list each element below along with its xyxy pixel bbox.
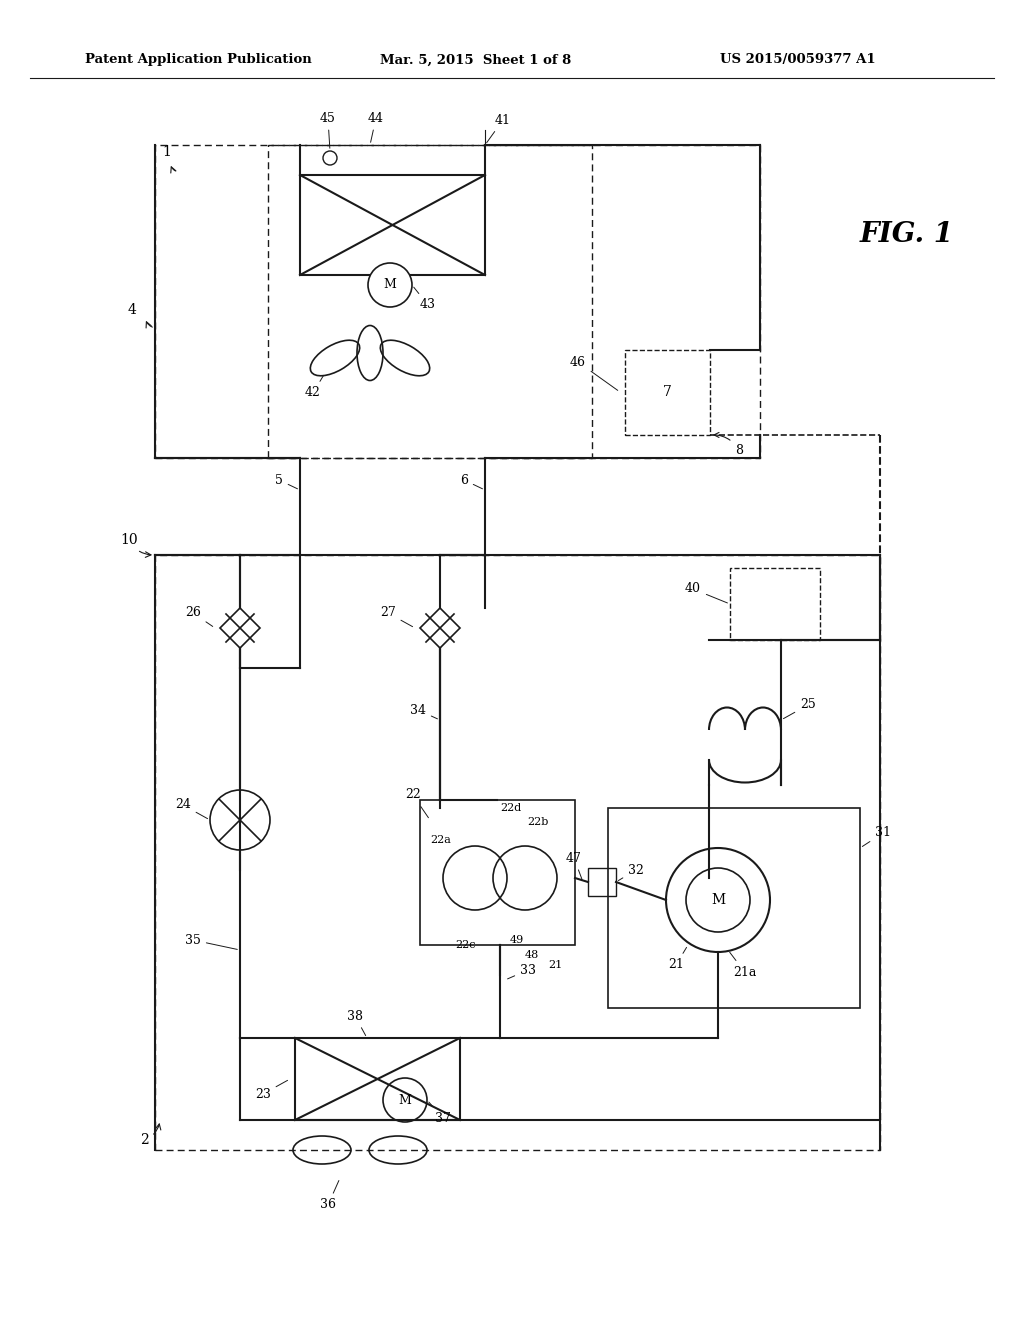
Text: 22c: 22c bbox=[455, 940, 475, 950]
Bar bbox=[608, 808, 860, 1008]
Text: 47: 47 bbox=[566, 851, 582, 879]
Text: 23: 23 bbox=[255, 1080, 288, 1101]
Circle shape bbox=[210, 789, 270, 850]
Text: 7: 7 bbox=[663, 385, 672, 399]
Text: 21: 21 bbox=[668, 948, 686, 972]
Text: 21: 21 bbox=[548, 960, 562, 970]
Text: 25: 25 bbox=[783, 698, 816, 718]
Circle shape bbox=[666, 847, 770, 952]
Text: M: M bbox=[384, 279, 396, 292]
Text: 22: 22 bbox=[406, 788, 428, 817]
Bar bbox=[268, 145, 592, 458]
Text: 49: 49 bbox=[510, 935, 524, 945]
Text: 10: 10 bbox=[120, 533, 151, 557]
Bar bbox=[300, 176, 485, 275]
Bar bbox=[730, 568, 820, 640]
Text: M: M bbox=[398, 1093, 412, 1106]
Text: 32: 32 bbox=[618, 863, 644, 880]
Bar bbox=[155, 554, 880, 1150]
Text: 43: 43 bbox=[414, 288, 436, 312]
Circle shape bbox=[368, 263, 412, 308]
Text: 31: 31 bbox=[862, 826, 891, 846]
Text: 48: 48 bbox=[525, 950, 540, 960]
Text: 8: 8 bbox=[714, 433, 743, 457]
Text: 41: 41 bbox=[486, 114, 511, 143]
Text: 38: 38 bbox=[347, 1010, 366, 1036]
Text: 35: 35 bbox=[185, 933, 238, 949]
Text: 1: 1 bbox=[162, 145, 171, 158]
Text: 26: 26 bbox=[185, 606, 213, 627]
Text: 45: 45 bbox=[319, 111, 336, 148]
Text: 5: 5 bbox=[275, 474, 298, 488]
Text: 22d: 22d bbox=[500, 803, 521, 813]
Text: Mar. 5, 2015  Sheet 1 of 8: Mar. 5, 2015 Sheet 1 of 8 bbox=[380, 54, 571, 66]
Text: 22b: 22b bbox=[527, 817, 549, 828]
Bar bbox=[420, 800, 575, 945]
Text: 22a: 22a bbox=[430, 836, 451, 845]
Text: 24: 24 bbox=[175, 799, 208, 818]
Circle shape bbox=[383, 1078, 427, 1122]
Text: 34: 34 bbox=[410, 704, 437, 719]
Text: 40: 40 bbox=[685, 582, 727, 603]
Text: 21a: 21a bbox=[730, 952, 757, 978]
Text: 33: 33 bbox=[508, 964, 536, 979]
Text: 6: 6 bbox=[460, 474, 482, 488]
Text: M: M bbox=[711, 894, 725, 907]
Polygon shape bbox=[420, 609, 460, 648]
Text: 4: 4 bbox=[128, 304, 137, 317]
Text: 42: 42 bbox=[305, 375, 324, 400]
Bar bbox=[625, 350, 710, 436]
Text: 37: 37 bbox=[429, 1102, 451, 1125]
Bar bbox=[155, 145, 760, 458]
Text: FIG. 1: FIG. 1 bbox=[860, 222, 954, 248]
Text: 36: 36 bbox=[319, 1180, 339, 1212]
Text: 46: 46 bbox=[570, 355, 617, 391]
Bar bbox=[588, 869, 616, 896]
Text: 2: 2 bbox=[140, 1123, 161, 1147]
Text: 27: 27 bbox=[380, 606, 413, 627]
Text: US 2015/0059377 A1: US 2015/0059377 A1 bbox=[720, 54, 876, 66]
Polygon shape bbox=[220, 609, 260, 648]
Bar bbox=[295, 1038, 460, 1119]
Text: Patent Application Publication: Patent Application Publication bbox=[85, 54, 311, 66]
Text: 44: 44 bbox=[368, 111, 384, 143]
